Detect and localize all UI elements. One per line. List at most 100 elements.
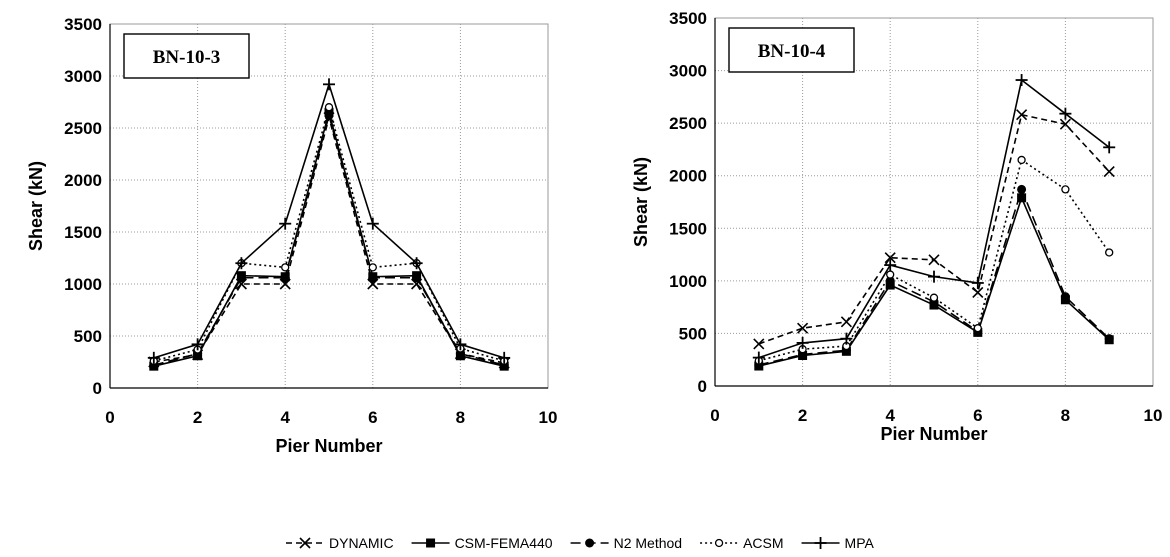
legend-item-acsm: ACSM [700,535,784,551]
data-point-acsm [368,263,377,272]
data-point-mpa [796,336,809,349]
data-point-dynamic [1016,109,1028,121]
x-tick-label: 0 [710,406,719,425]
data-point-n2-method [280,273,290,283]
x-tick-label: 2 [193,408,202,427]
series-line-dynamic [758,113,1110,345]
data-point-dynamic [1059,118,1071,130]
data-point-acsm [973,324,982,333]
legend-item-n2-method: N2 Method [570,535,682,551]
data-point-acsm [886,270,895,279]
chart-title-box [728,27,855,73]
data-point-mpa [840,332,853,345]
data-point-mpa [323,78,335,91]
data-point-n2-method [1017,184,1027,194]
x-tick-label: 4 [280,408,290,427]
x-tick-label: 6 [973,406,982,425]
legend-label: MPA [845,535,875,551]
legend-swatch-marker [299,537,311,549]
y-tick-label: 1500 [669,219,707,238]
data-point-mpa [410,257,423,270]
legend-item-mpa: MPA [801,535,875,551]
y-tick-label: 3500 [669,9,707,28]
data-point-mpa [1015,74,1028,87]
y-tick-label: 2500 [64,119,102,138]
data-point-mpa [279,217,292,230]
chart-title: BN-10-4 [758,41,826,62]
legend-swatch-marker [814,537,827,549]
chart-title: BN-10-3 [153,47,221,68]
chart-title-box [123,33,250,79]
data-point-acsm [1061,185,1070,194]
data-point-acsm [929,293,939,302]
data-point-mpa [191,338,204,351]
series-line-n2-method [153,112,505,366]
y-tick-label: 3000 [64,67,102,86]
data-point-dynamic [753,338,765,350]
data-point-n2-method [368,273,378,283]
data-point-dynamic [840,316,852,328]
x-tick-label: 6 [368,408,377,427]
data-point-n2-method [1060,292,1070,302]
data-point-n2-method [885,276,895,286]
y-tick-label: 0 [698,377,707,396]
y-axis-label: Shear (kN) [631,157,651,247]
legend-swatch-marker [714,538,724,548]
legend-label: N2 Method [614,535,682,551]
plot-area [714,17,1154,387]
data-point-mpa [884,259,897,272]
data-point-n2-method [412,273,422,283]
series-line-mpa [153,81,505,359]
series-line-acsm [153,104,505,362]
series-line-dynamic [153,114,505,364]
data-point-mpa [752,351,765,364]
legend: DYNAMIC CSM-FEMA440 N2 Method ACSM MPA [286,535,874,551]
data-point-dynamic [972,286,984,298]
y-tick-label: 1000 [669,272,707,291]
data-point-dynamic [884,252,896,264]
data-point-acsm [324,103,334,112]
data-point-mpa [366,217,379,230]
x-tick-label: 10 [1144,406,1163,425]
chart-bn-10-3: 0 500 1000 1500 2000 2500 3000 3500 0 2 4 6 8 10 Pier … [26,15,557,456]
data-point-acsm [1105,248,1114,257]
data-point-dynamic [928,254,940,266]
y-tick-label: 2500 [669,114,707,133]
legend-label: CSM-FEMA440 [455,535,553,551]
data-point-acsm [1017,155,1026,165]
data-point-mpa [928,270,940,283]
data-point-mpa [147,351,160,364]
x-tick-label: 4 [885,406,895,425]
data-point-mpa [235,257,248,270]
y-tick-label: 3000 [669,62,707,81]
legend-swatch-marker [426,538,436,548]
legend-item-dynamic: DYNAMIC [286,535,394,551]
y-tick-label: 0 [93,379,102,398]
data-point-mpa [454,338,467,351]
x-axis-label: Pier Number [880,424,987,444]
data-point-mpa [498,351,511,364]
x-tick-label: 8 [456,408,465,427]
x-tick-label: 10 [539,408,558,427]
legend-swatch-marker [585,538,595,548]
legend-label: DYNAMIC [329,535,394,551]
y-axis-label: Shear (kN) [26,161,46,251]
data-point-mpa [1103,141,1116,154]
legend-item-csm-fema440: CSM-FEMA440 [411,535,553,551]
y-tick-label: 3500 [64,15,102,34]
x-tick-label: 8 [1061,406,1070,425]
data-point-mpa [971,276,984,289]
y-tick-label: 1000 [64,275,102,294]
data-point-dynamic [797,322,809,334]
x-tick-label: 2 [798,406,807,425]
data-point-dynamic [1103,165,1115,178]
y-tick-label: 1500 [64,223,102,242]
data-point-mpa [1059,107,1072,120]
data-point-acsm [281,263,290,272]
x-axis-label: Pier Number [275,436,382,456]
data-point-n2-method [236,273,246,283]
y-tick-label: 500 [679,324,707,343]
data-point-csm-fema440 [1017,193,1027,203]
legend-label: ACSM [743,535,783,551]
